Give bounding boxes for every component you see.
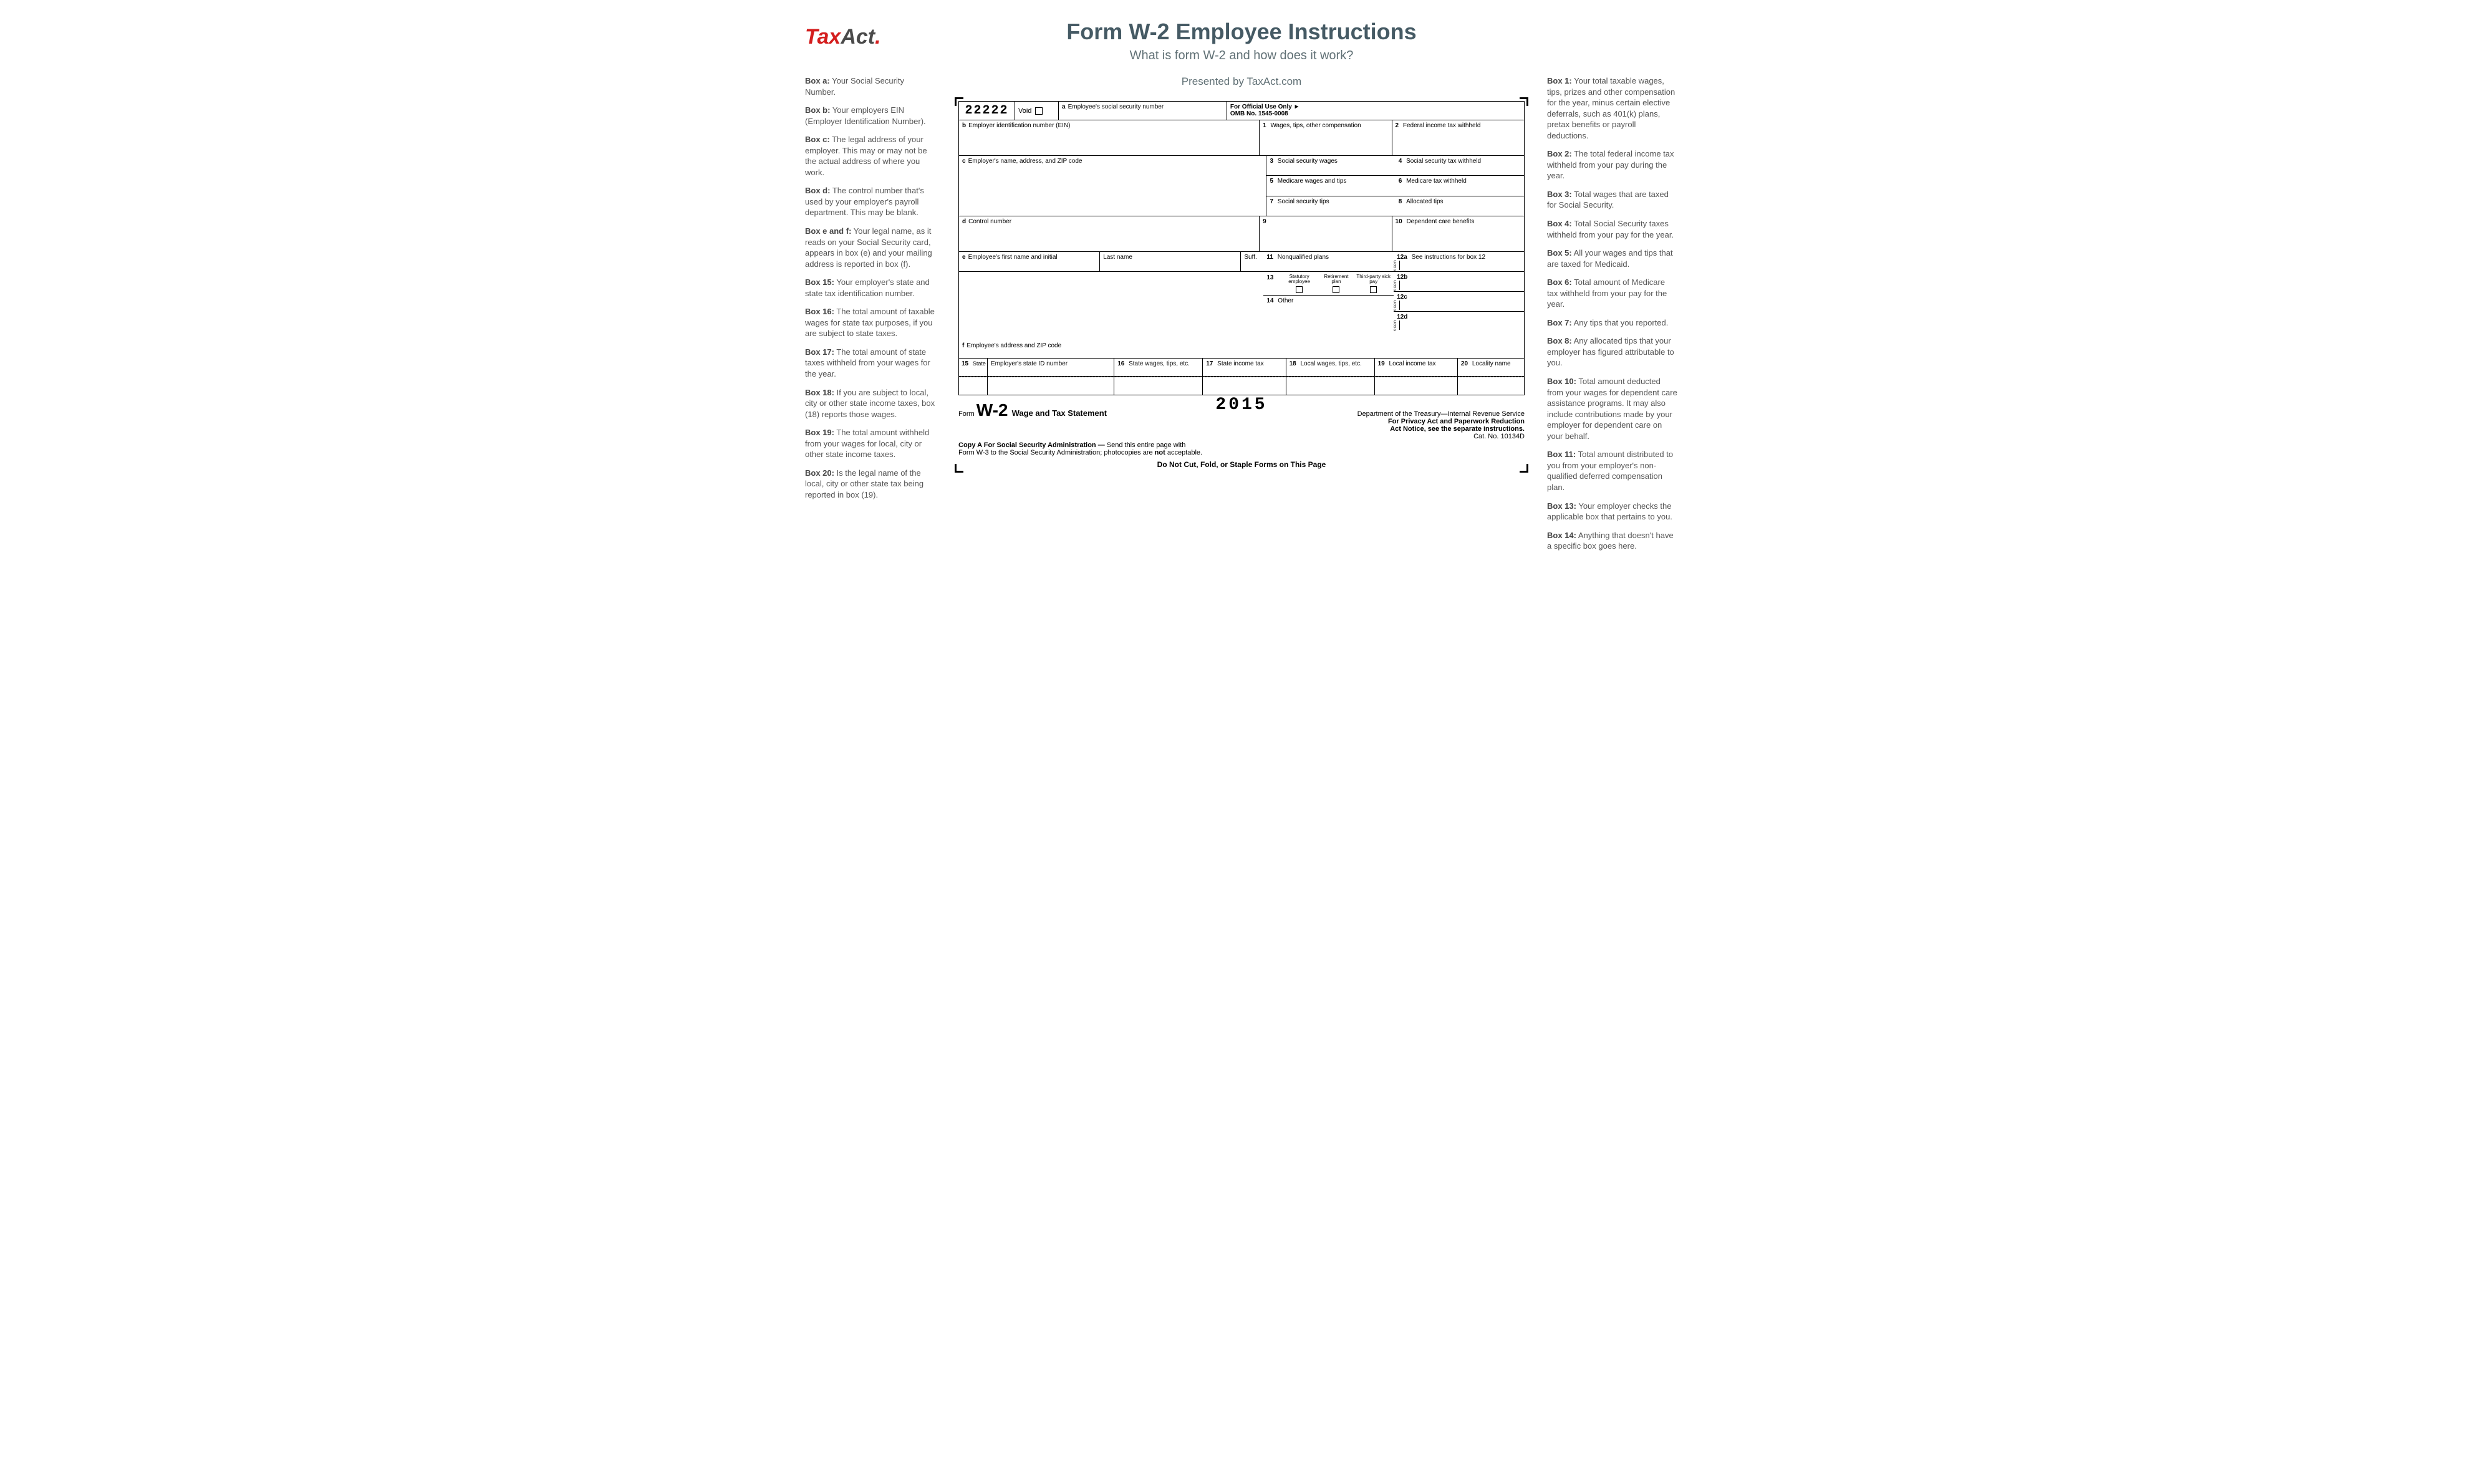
box-17: 17 State income tax	[1203, 359, 1286, 376]
note-item: Box e and f: Your legal name, as it read…	[805, 226, 936, 269]
official-use: For Official Use Only ►OMB No. 1545-0008	[1227, 102, 1524, 120]
void-box: Void	[1015, 102, 1059, 120]
note-item: Box 19: The total amount withheld from y…	[805, 427, 936, 460]
box-18-2	[1286, 377, 1375, 395]
w2-form: 22222 Void aEmployee's social security n…	[958, 101, 1525, 395]
note-item: Box 14: Anything that doesn't have a spe…	[1547, 530, 1678, 552]
box-f: fEmployee's address and ZIP code	[959, 340, 1263, 358]
wage-tax-statement: Wage and Tax Statement	[1012, 408, 1107, 418]
box-20-2	[1458, 377, 1524, 395]
left-notes: Box a: Your Social Security Number. Box b…	[805, 75, 936, 559]
box-8: 8 Allocated tips	[1396, 196, 1524, 216]
note-item: Box 11: Total amount distributed to you …	[1547, 449, 1678, 493]
note-item: Box a: Your Social Security Number.	[805, 75, 936, 97]
note-item: Box 18: If you are subject to local, cit…	[805, 387, 936, 420]
box-c: cEmployer's name, address, and ZIP code	[959, 156, 1266, 216]
box-d: dControl number	[959, 216, 1260, 251]
box-15-state-2	[959, 377, 988, 395]
note-item: Box 10: Total amount deducted from your …	[1547, 376, 1678, 441]
box-e-suff: Suff.	[1241, 252, 1263, 271]
box-12d: 12d Code	[1394, 312, 1524, 358]
page-title: Form W-2 Employee Instructions	[805, 19, 1678, 45]
box-10: 10 Dependent care benefits	[1392, 216, 1524, 251]
box-19: 19 Local income tax	[1375, 359, 1458, 376]
logo: TaxAct.	[805, 25, 881, 49]
box-12b: 12b Code	[1394, 272, 1524, 292]
note-item: Box b: Your employers EIN (Employer Iden…	[805, 105, 936, 127]
box-1: 1 Wages, tips, other compensation	[1260, 120, 1392, 155]
note-item: Box 2: The total federal income tax with…	[1547, 148, 1678, 181]
box-b: bEmployer identification number (EIN)	[959, 120, 1260, 155]
box-17-2	[1203, 377, 1286, 395]
box-14: 14 Other	[1263, 296, 1394, 358]
right-notes: Box 1: Your total taxable wages, tips, p…	[1547, 75, 1678, 559]
box-e-body	[959, 272, 1263, 340]
box-16: 16 State wages, tips, etc.	[1114, 359, 1203, 376]
box-12a: 12a See instructions for box 12 Code	[1394, 252, 1524, 272]
note-item: Box 13: Your employer checks the applica…	[1547, 501, 1678, 523]
box-20: 20 Locality name	[1458, 359, 1524, 376]
note-item: Box c: The legal address of your employe…	[805, 134, 936, 178]
note-item: Box 20: Is the legal name of the local, …	[805, 468, 936, 501]
box-15-state: 15 State	[959, 359, 988, 376]
box-7: 7 Social security tips	[1266, 196, 1395, 216]
box-11: 11 Nonqualified plans	[1263, 252, 1394, 272]
box-a: aEmployee's social security number	[1059, 102, 1227, 120]
box-4: 4 Social security tax withheld	[1396, 156, 1524, 176]
note-item: Box 6: Total amount of Medicare tax with…	[1547, 277, 1678, 310]
logo-tax: Tax	[805, 25, 841, 49]
checkbox-retirement	[1333, 286, 1339, 293]
form-number: 22222	[959, 102, 1015, 120]
catalog-no: Cat. No. 10134D	[1357, 433, 1525, 440]
note-item: Box 5: All your wages and tips that are …	[1547, 248, 1678, 269]
dept-treasury: Department of the Treasury—Internal Reve…	[1357, 410, 1525, 418]
box-18: 18 Local wages, tips, etc.	[1286, 359, 1375, 376]
note-item: Box 7: Any tips that you reported.	[1547, 317, 1678, 329]
box-e-first: eEmployee's first name and initial	[959, 252, 1100, 271]
box-5: 5 Medicare wages and tips	[1266, 176, 1395, 196]
checkbox-statutory	[1296, 286, 1303, 293]
presented-by: Presented by TaxAct.com	[955, 75, 1528, 88]
void-label: Void	[1018, 107, 1031, 115]
box-6: 6 Medicare tax withheld	[1396, 176, 1524, 196]
box-e-last: Last name	[1100, 252, 1241, 271]
logo-act: Act	[841, 25, 875, 49]
note-item: Box 4: Total Social Security taxes withh…	[1547, 218, 1678, 240]
note-item: Box 8: Any allocated tips that your empl…	[1547, 335, 1678, 369]
checkbox-sickpay	[1370, 286, 1377, 293]
page-subtitle: What is form W-2 and how does it work?	[805, 49, 1678, 63]
do-not-cut: Do Not Cut, Fold, or Staple Forms on Thi…	[958, 460, 1525, 469]
form-year: 2015	[1215, 395, 1267, 415]
box-15-ein-2	[988, 377, 1114, 395]
box-15-ein: Employer's state ID number	[988, 359, 1114, 376]
note-item: Box 1: Your total taxable wages, tips, p…	[1547, 75, 1678, 141]
note-item: Box d: The control number that's used by…	[805, 185, 936, 218]
note-item: Box 15: Your employer's state and state …	[805, 277, 936, 299]
box-9: 9	[1260, 216, 1392, 251]
form-footer: Form W-2 Wage and Tax Statement 2015 Dep…	[958, 395, 1525, 469]
box-13: 13 Statutory employee Retirement plan Th…	[1263, 272, 1394, 296]
void-checkbox	[1035, 107, 1043, 115]
form-code: W-2	[976, 400, 1008, 420]
box-2: 2 Federal income tax withheld	[1392, 120, 1524, 155]
box-19-2	[1375, 377, 1458, 395]
box-12c: 12c Code	[1394, 292, 1524, 312]
box-16-2	[1114, 377, 1203, 395]
copy-a-note: Copy A For Social Security Administratio…	[958, 441, 1525, 456]
logo-dot: .	[875, 25, 880, 49]
note-item: Box 17: The total amount of state taxes …	[805, 347, 936, 380]
note-item: Box 3: Total wages that are taxed for So…	[1547, 189, 1678, 211]
note-item: Box 16: The total amount of taxable wage…	[805, 306, 936, 339]
box-3: 3 Social security wages	[1266, 156, 1395, 176]
